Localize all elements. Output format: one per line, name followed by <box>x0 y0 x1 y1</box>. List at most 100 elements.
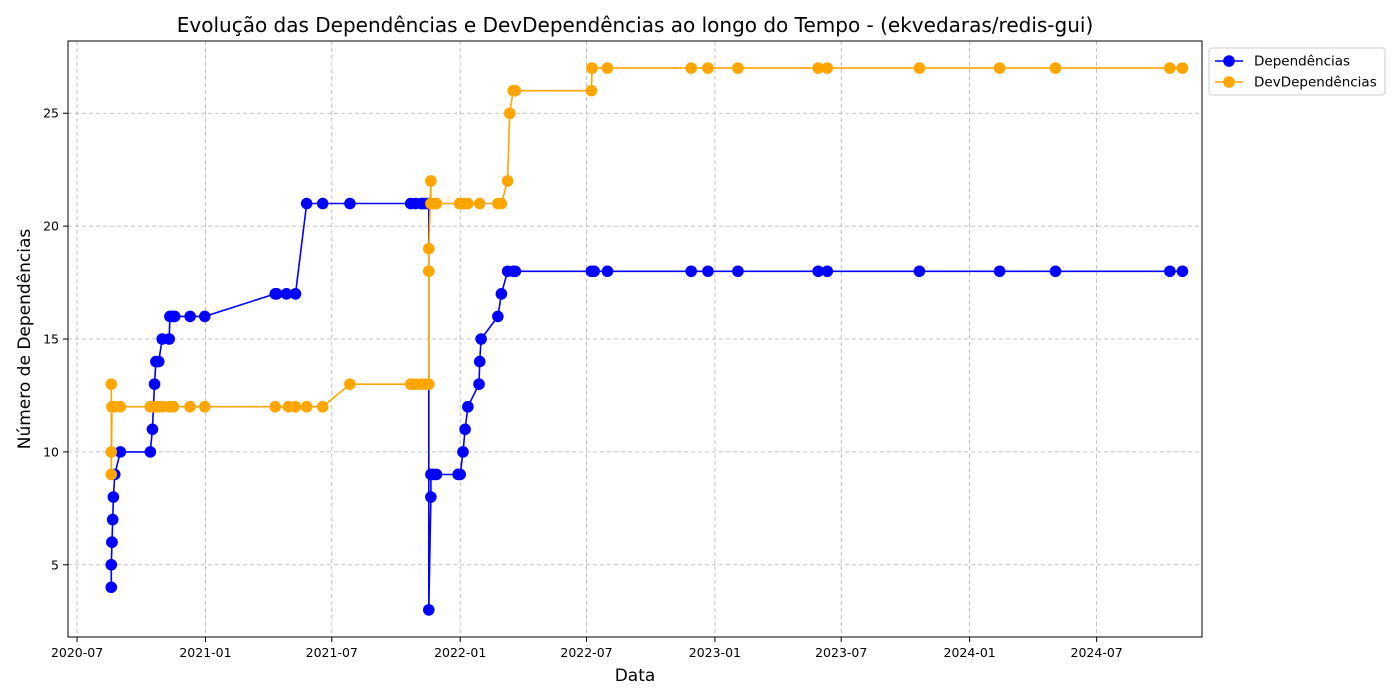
x-tick-label: 2024-07 <box>1071 645 1123 660</box>
devdependencias-point <box>300 400 313 413</box>
devdependencias-point <box>473 197 486 210</box>
chart-title: Evolução das Dependências e DevDependênc… <box>177 13 1094 37</box>
dependencias-point <box>289 288 302 300</box>
y-tick-label: 20 <box>43 219 59 234</box>
dependencias-point <box>459 423 471 436</box>
devdependencias-point <box>1049 62 1062 74</box>
legend-swatch-marker <box>1223 55 1235 67</box>
dependencias-point <box>300 197 313 210</box>
dependencias-point <box>184 310 196 323</box>
devdependencias-point <box>1176 62 1189 74</box>
x-axis-label: Data <box>615 666 656 686</box>
devdependencias-point <box>167 400 180 413</box>
dependencias-point <box>702 265 714 278</box>
plot-frame <box>67 40 1203 638</box>
dependencias-point <box>152 355 165 368</box>
devdependencias-point <box>430 197 443 210</box>
devdependencias-point <box>198 400 211 413</box>
legend-label: DevDependências <box>1254 75 1377 91</box>
dependencias-point <box>148 378 161 390</box>
dependencias-point <box>509 265 522 278</box>
dependencias-point <box>1164 265 1176 278</box>
y-axis-ticks: 5 10 15 20 25 <box>43 106 68 572</box>
x-tick-label: 2023-07 <box>815 645 867 660</box>
devdependencias-point <box>425 175 437 187</box>
y-axis-label: Número de Dependências <box>15 229 35 450</box>
x-axis-ticks: 2020-07 2021-01 2021-07 2022-01 2022-07 2023-… <box>51 637 1123 660</box>
devdependencias-point <box>422 378 435 390</box>
devdependencias-point <box>585 84 598 97</box>
legend: Dependências DevDependências <box>1208 47 1386 96</box>
dependencias-point <box>146 423 159 436</box>
devdependencias-point <box>685 62 697 74</box>
dependencias-point <box>105 581 118 594</box>
devdependencias-point <box>184 400 196 413</box>
dependencias-point <box>114 446 127 458</box>
dependencias-point <box>106 536 118 548</box>
y-tick-label: 5 <box>51 557 59 572</box>
y-tick-label: 15 <box>43 332 59 347</box>
dependencias-point <box>106 513 119 526</box>
devdependencias-point <box>422 242 435 255</box>
devdependencias-point <box>586 62 598 74</box>
x-tick-label: 2020-07 <box>51 645 103 660</box>
dependencias-point <box>993 265 1006 278</box>
devdependencias-point <box>503 107 516 120</box>
dependencias-point <box>198 310 211 323</box>
devdependencias-point <box>495 197 508 210</box>
devdependencias-point <box>422 265 435 278</box>
dependencias-point <box>812 265 824 278</box>
dependencias-point <box>462 400 474 413</box>
dependencias-point <box>473 355 486 368</box>
x-tick-label: 2024-01 <box>944 645 996 660</box>
dependencias-point <box>430 468 443 481</box>
devdependencias-point <box>732 62 744 74</box>
devdependencias-point <box>105 378 118 390</box>
devdependencias-point <box>509 84 522 97</box>
dependencias-point <box>454 468 466 481</box>
dependencias-point <box>280 288 293 300</box>
devdependencias-point <box>812 62 824 74</box>
dependencias-point <box>168 310 181 323</box>
dependencias-point <box>344 197 356 210</box>
devdependencias-point <box>913 62 926 74</box>
dependencias-point <box>495 288 508 300</box>
dependencias-point <box>473 378 485 390</box>
x-tick-label: 2022-01 <box>434 645 486 660</box>
legend-label: Dependências <box>1254 54 1350 70</box>
dependencias-point <box>422 604 435 616</box>
dependencias-point <box>732 265 744 278</box>
devdependencias-point <box>289 400 302 413</box>
dependencias-point <box>457 446 469 458</box>
x-tick-label: 2021-01 <box>179 645 231 660</box>
y-tick-label: 10 <box>43 444 59 459</box>
devdependencias-point <box>114 400 127 413</box>
devdependencias-point <box>601 62 614 74</box>
dependencias-point <box>105 558 118 571</box>
dependencias-point <box>270 288 283 300</box>
dependencias-point <box>821 265 834 278</box>
dependencias-point <box>163 333 175 345</box>
dependencias-point <box>601 265 614 278</box>
dependencias-point <box>588 265 600 278</box>
devdependencias-point <box>105 446 118 458</box>
devdependencias-point <box>344 378 356 390</box>
devdependencias-point <box>462 197 474 210</box>
devdependencias-point <box>1164 62 1176 74</box>
dependencias-point <box>475 333 487 345</box>
dependencias-point <box>913 265 926 278</box>
y-tick-label: 25 <box>43 106 59 121</box>
series-layer <box>105 62 1189 616</box>
devdependencias-point <box>316 400 329 413</box>
legend-swatch-marker <box>1223 76 1235 88</box>
x-tick-label: 2021-07 <box>306 645 358 660</box>
dependencias-point <box>492 310 504 323</box>
dependencias-point <box>316 197 329 210</box>
devdependencias-point <box>821 62 834 74</box>
dependencias-point <box>685 265 697 278</box>
grid-lines <box>68 41 1202 637</box>
devdependencias-point <box>269 400 282 413</box>
dependencias-point <box>1049 265 1062 278</box>
x-tick-label: 2023-01 <box>689 645 741 660</box>
